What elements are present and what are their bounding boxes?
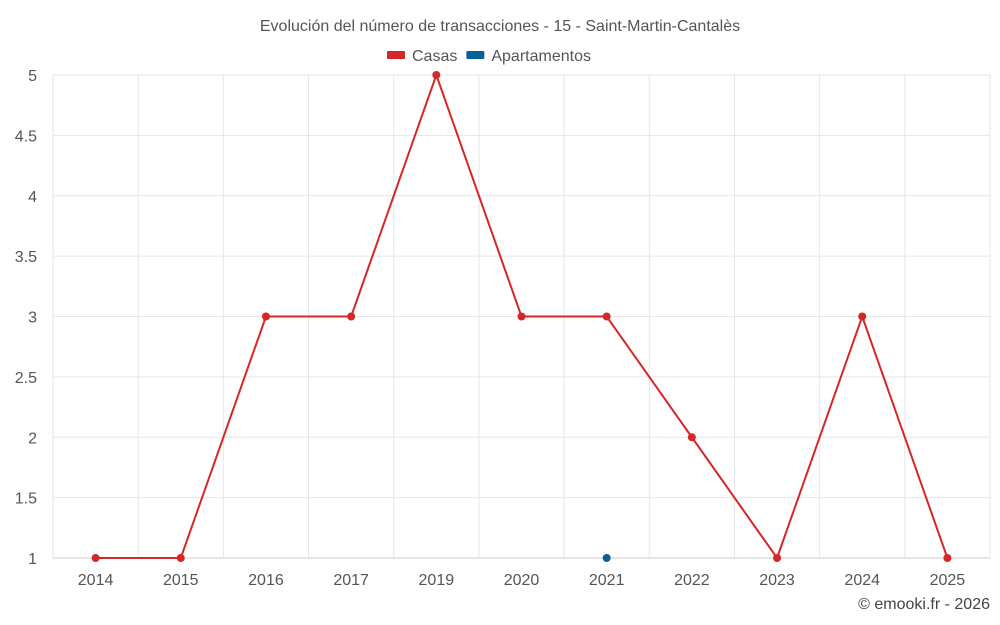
- legend-swatch: [466, 51, 485, 59]
- y-tick-label: 3: [28, 310, 37, 327]
- data-point[interactable]: [261, 312, 270, 321]
- data-point[interactable]: [687, 433, 696, 442]
- y-tick-label: 4: [28, 189, 37, 206]
- legend-item-apartamentos[interactable]: Apartamentos: [466, 48, 591, 65]
- legend-label: Casas: [412, 48, 457, 65]
- y-tick-label: 2: [28, 430, 37, 447]
- series-apartamentos: [602, 554, 611, 562]
- legend: Casas Apartamentos: [387, 48, 591, 65]
- series-layer: [91, 71, 952, 562]
- chart-title: Evolución del número de transacciones - …: [260, 18, 740, 35]
- legend-swatch: [387, 51, 405, 59]
- y-tick-label: 1.5: [15, 491, 37, 508]
- data-point[interactable]: [176, 554, 185, 562]
- y-tick-label: 2.5: [15, 370, 37, 387]
- x-tick-label: 2019: [419, 572, 455, 589]
- y-tick-label: 1: [28, 551, 37, 568]
- y-tick-label: 3.5: [15, 249, 37, 266]
- x-tick-label: 2015: [163, 572, 199, 589]
- data-point[interactable]: [91, 554, 100, 562]
- y-axis: 1 1.5 2 2.5 3 3.5 4 4.5 5: [15, 68, 37, 568]
- x-tick-label: 2017: [333, 572, 369, 589]
- data-point[interactable]: [432, 71, 441, 79]
- x-axis: 2014 2015 2016 2017 2019 2020 2021 2022 2023 2024…: [78, 572, 966, 589]
- data-point[interactable]: [858, 312, 867, 321]
- data-point[interactable]: [602, 554, 611, 562]
- y-tick-label: 5: [28, 68, 37, 85]
- legend-item-casas[interactable]: Casas: [387, 48, 457, 65]
- x-tick-label: 2024: [844, 572, 880, 589]
- legend-label: Apartamentos: [491, 48, 591, 65]
- series-casas: [91, 71, 952, 562]
- data-point[interactable]: [517, 312, 526, 321]
- data-point[interactable]: [347, 312, 356, 321]
- x-tick-label: 2016: [248, 572, 284, 589]
- y-tick-label: 4.5: [15, 128, 37, 145]
- x-tick-label: 2014: [78, 572, 114, 589]
- x-tick-label: 2025: [930, 572, 966, 589]
- x-tick-label: 2022: [674, 572, 710, 589]
- data-point[interactable]: [943, 554, 952, 562]
- credit-text: © emooki.fr - 2026: [858, 596, 990, 613]
- x-tick-label: 2023: [759, 572, 795, 589]
- data-point[interactable]: [602, 312, 611, 321]
- x-tick-label: 2021: [589, 572, 625, 589]
- data-point[interactable]: [773, 554, 782, 562]
- x-tick-label: 2020: [504, 572, 540, 589]
